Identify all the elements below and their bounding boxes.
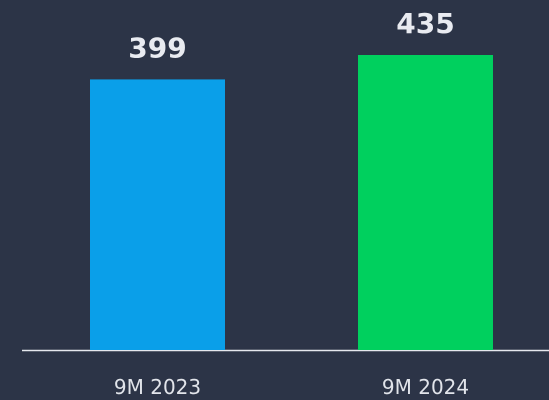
x-tick-label: 9M 2023 [114,375,201,399]
value-label: 399 [128,31,186,64]
bar [90,79,225,351]
bar [358,55,493,350]
x-tick-label: 9M 2024 [382,375,469,399]
value-label: 435 [396,7,454,40]
